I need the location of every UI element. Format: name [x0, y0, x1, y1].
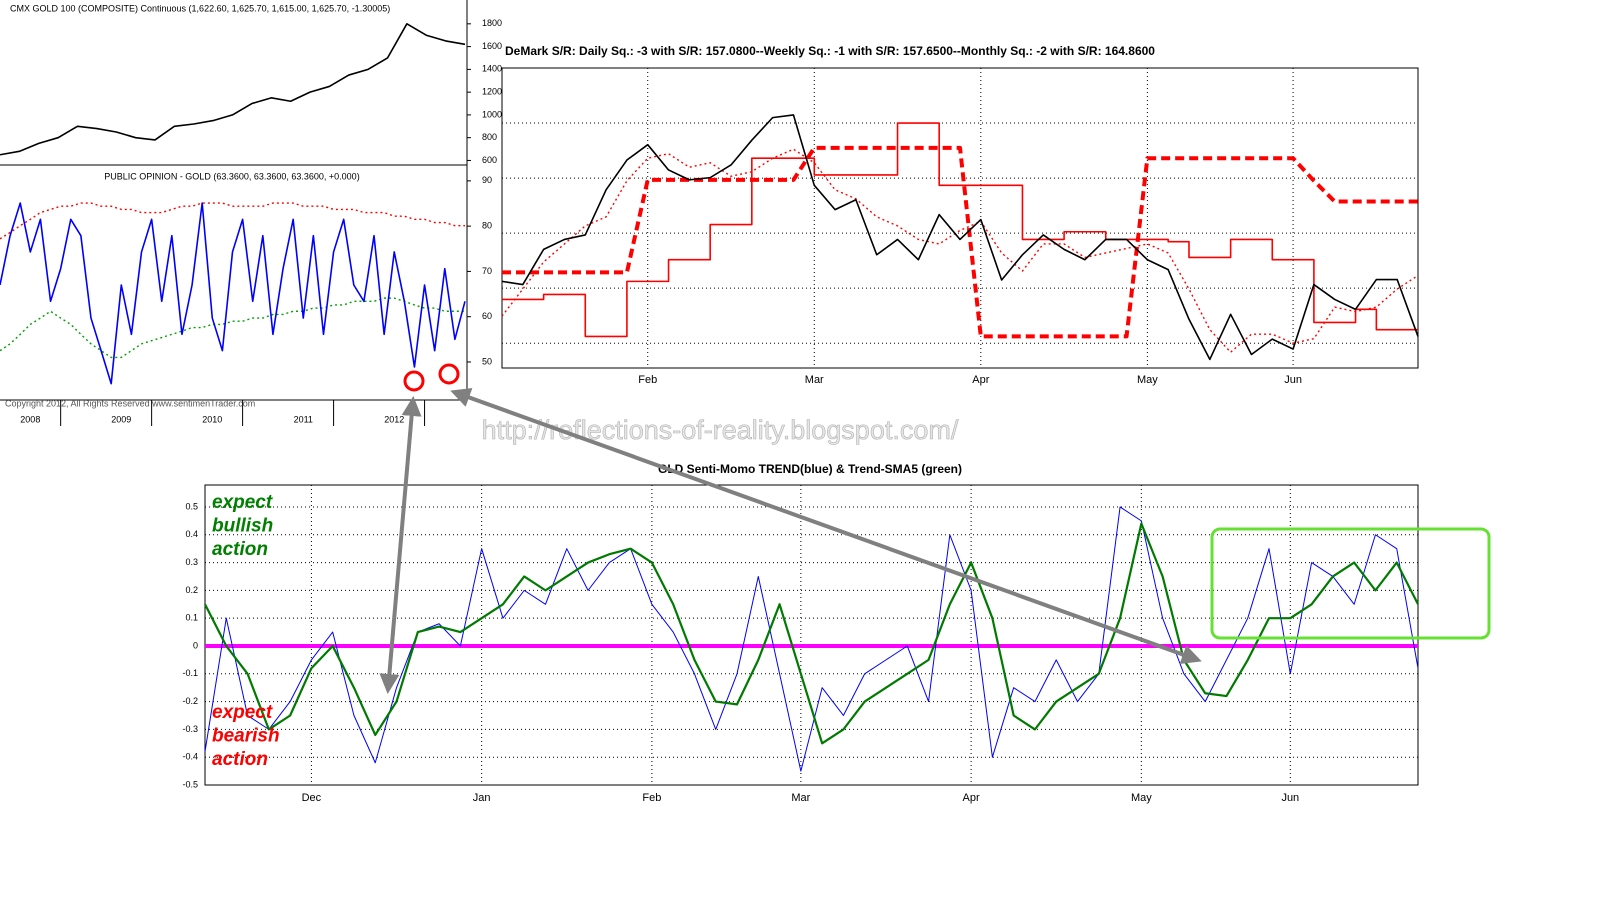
x-tick-label: Feb: [642, 792, 661, 804]
y-tick-label: -0.5: [182, 779, 198, 789]
y-tick-label: -0.4: [182, 752, 198, 762]
x-tick-label: Apr: [963, 792, 980, 804]
x-tick-label: 2011: [294, 414, 313, 424]
annotation: expect: [212, 492, 273, 513]
x-tick-label: 2009: [111, 414, 131, 424]
x-tick-label: Mar: [805, 374, 824, 386]
plot-frame: [501, 67, 1419, 369]
series-line: [501, 114, 1419, 361]
copyright: Copyright 2012, All Rights Reserved www.…: [5, 398, 255, 408]
y-tick-label: 60: [482, 311, 492, 321]
highlight-circle: [438, 363, 460, 385]
series-line: [0, 202, 466, 385]
y-tick-label: 70: [482, 266, 492, 276]
x-tick-label: Feb: [638, 374, 657, 386]
series-line: [0, 297, 465, 359]
y-tick-label: 50: [482, 356, 492, 366]
series-line: [501, 148, 1419, 353]
series-line: [502, 145, 1418, 339]
x-tick-label: 2012: [384, 414, 404, 424]
y-tick-label: 1400: [482, 64, 502, 74]
y-tick-label: 1800: [482, 18, 502, 28]
annotation: expect: [212, 702, 273, 723]
y-tick-label: 0.3: [185, 557, 198, 567]
series-line: [204, 522, 1419, 745]
chart-title: PUBLIC OPINION - GOLD (63.3600, 63.3600,…: [104, 171, 359, 181]
annotation: action: [212, 539, 268, 560]
watermark: http://reflections-of-reality.blogspot.c…: [482, 415, 959, 445]
y-tick-label: -0.1: [182, 668, 198, 678]
y-tick-label: 0.4: [185, 529, 198, 539]
x-tick-label: Jun: [1281, 792, 1299, 804]
x-tick-label: Dec: [302, 792, 322, 804]
x-tick-label: 2010: [202, 414, 222, 424]
annotation: action: [212, 749, 268, 770]
highlight-circle: [403, 370, 425, 392]
y-tick-label: 0: [193, 640, 198, 650]
series-line: [0, 202, 465, 240]
y-tick-label: 1000: [482, 109, 502, 119]
y-tick-label: 0.2: [185, 585, 198, 595]
y-tick-label: 1600: [482, 41, 502, 51]
x-tick-label: May: [1137, 374, 1158, 386]
plots: CMX GOLD 100 (COMPOSITE) Continuous (1,6…: [0, 0, 1419, 804]
x-tick-label: Jun: [1284, 374, 1302, 386]
y-tick-label: 1200: [482, 87, 502, 97]
x-tick-label: 2008: [20, 414, 40, 424]
chart-title: DeMark S/R: Daily Sq.: -3 with S/R: 157.…: [505, 44, 1155, 58]
arrow: [450, 388, 1202, 664]
y-tick-label: 90: [482, 175, 492, 185]
series-line: [502, 122, 1418, 338]
y-tick-label: 800: [482, 132, 497, 142]
y-tick-label: 80: [482, 221, 492, 231]
y-tick-label: -0.3: [182, 724, 198, 734]
highlight-box: [1210, 527, 1491, 640]
y-tick-label: -0.2: [182, 696, 198, 706]
y-tick-label: 0.5: [185, 501, 198, 511]
annotation: bullish: [212, 516, 273, 537]
chart-title: CMX GOLD 100 (COMPOSITE) Continuous (1,6…: [10, 3, 390, 13]
arrow: [379, 396, 422, 694]
x-tick-label: Jan: [473, 792, 491, 804]
x-tick-label: May: [1131, 792, 1152, 804]
x-tick-label: Apr: [972, 374, 989, 386]
annotation: bearish: [212, 726, 280, 747]
chart-title: GLD Senti-Momo TREND(blue) & Trend-SMA5 …: [658, 462, 962, 476]
y-tick-label: 0.1: [185, 613, 198, 623]
y-tick-label: 600: [482, 155, 497, 165]
series-line: [0, 23, 466, 156]
x-tick-label: Mar: [791, 792, 810, 804]
